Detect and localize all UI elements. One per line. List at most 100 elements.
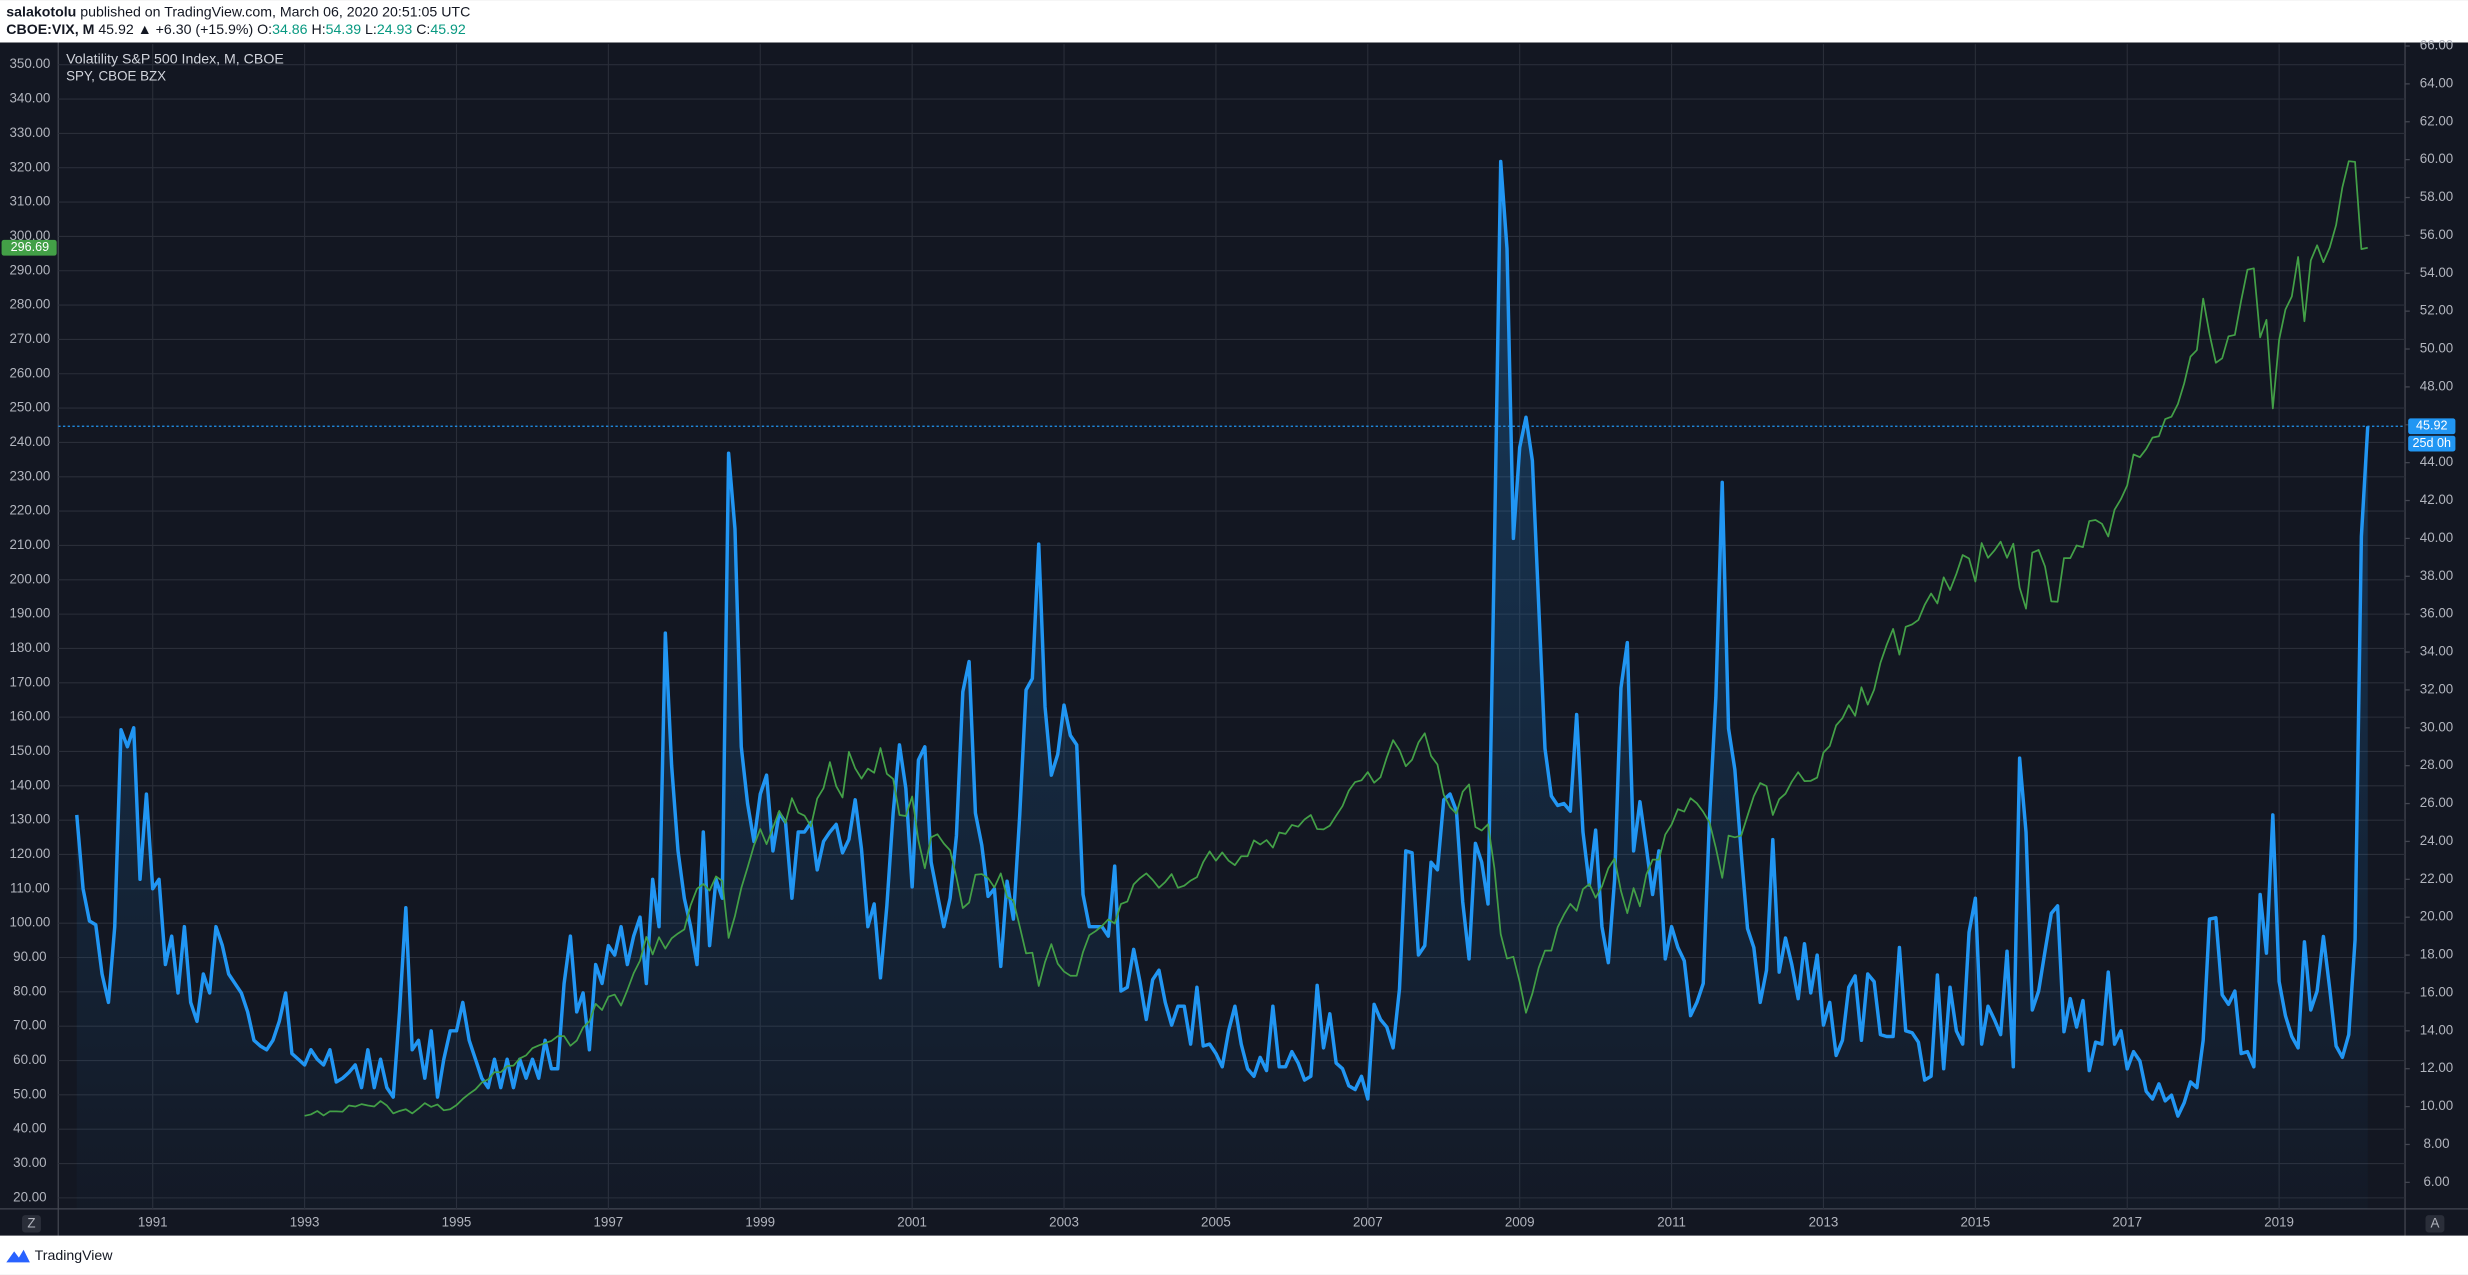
y-tick-label: 310.00 bbox=[9, 194, 50, 209]
y2-tick-label: 32.00 bbox=[2420, 681, 2453, 696]
y2-tick-label: 64.00 bbox=[2420, 75, 2453, 90]
y2-tick-label: 58.00 bbox=[2420, 189, 2453, 204]
line bbox=[75, 159, 2370, 1118]
y-tick-label: 100.00 bbox=[9, 915, 50, 930]
y-tick-label: 80.00 bbox=[13, 983, 46, 998]
y-tick-label: 90.00 bbox=[13, 949, 46, 964]
legend-entry: Volatility S&P 500 Index, M, CBOE bbox=[66, 52, 284, 68]
brand-logo bbox=[6, 1249, 30, 1263]
x-tick-label: 1999 bbox=[745, 1215, 775, 1230]
y-tick-label: 180.00 bbox=[9, 640, 50, 655]
y-tick-label: 300.00 bbox=[9, 228, 50, 243]
close: 45.92 bbox=[430, 22, 466, 38]
y-tick-label: 60.00 bbox=[13, 1052, 46, 1067]
y2-tick-label: 16.00 bbox=[2420, 984, 2453, 999]
legend-entry: SPY, CBOE BZX bbox=[66, 69, 166, 84]
y-tick-label: 150.00 bbox=[9, 743, 50, 758]
y-tick-label: 40.00 bbox=[13, 1121, 46, 1136]
price-tag bbox=[2408, 418, 2456, 435]
y2-tick-label: 60.00 bbox=[2420, 151, 2453, 166]
y-tick-label: 190.00 bbox=[9, 606, 50, 621]
y2-tick-label: 34.00 bbox=[2420, 644, 2453, 659]
y-tick-label: 290.00 bbox=[9, 262, 50, 277]
button-z[interactable] bbox=[22, 1215, 41, 1233]
y-tick-label: 350.00 bbox=[9, 56, 50, 71]
y-tick-label: 340.00 bbox=[9, 91, 50, 106]
countdown-tag bbox=[2408, 435, 2456, 452]
y2-tick-label: 44.00 bbox=[2420, 454, 2453, 469]
y2-tick-label: 48.00 bbox=[2420, 378, 2453, 393]
low-label: L: bbox=[365, 22, 377, 38]
y2-tick-label: 30.00 bbox=[2420, 719, 2453, 734]
brand: TradingView bbox=[35, 1248, 114, 1264]
y-tick-label: 210.00 bbox=[9, 537, 50, 552]
x-tick-label: 1991 bbox=[138, 1215, 168, 1230]
y-tick-label: 200.00 bbox=[9, 571, 50, 586]
button-z-label[interactable]: Z bbox=[27, 1215, 35, 1230]
price-tag-label: 296.69 bbox=[11, 240, 49, 254]
low: 24.93 bbox=[377, 22, 413, 38]
y2-tick-label: 42.00 bbox=[2420, 492, 2453, 507]
y2-tick-label: 22.00 bbox=[2420, 871, 2453, 886]
button-a[interactable] bbox=[2425, 1215, 2445, 1233]
y-tick-label: 130.00 bbox=[9, 812, 50, 827]
y-tick-label: 230.00 bbox=[9, 468, 50, 483]
y-tick-label: 30.00 bbox=[13, 1155, 46, 1170]
y-tick-label: 120.00 bbox=[9, 846, 50, 861]
axes: 20.00 30.00 40.00 50.00 60.00 70.00 80.00 90.00… bbox=[1, 38, 2456, 1230]
y2-tick-label: 54.00 bbox=[2420, 265, 2453, 280]
y-tick-label: 170.00 bbox=[9, 674, 50, 689]
y-tick-label: 140.00 bbox=[9, 777, 50, 792]
y2-tick-label: 8.00 bbox=[2424, 1136, 2450, 1151]
published: published on TradingView.com, March 06, … bbox=[80, 4, 470, 20]
header-line: salakotolu published on TradingView.com,… bbox=[6, 4, 470, 20]
y2-tick-label: 14.00 bbox=[2420, 1022, 2453, 1037]
open-label: O: bbox=[257, 22, 272, 38]
open: 34.86 bbox=[272, 22, 308, 38]
x-tick-label: 2017 bbox=[2112, 1215, 2142, 1230]
high: 54.39 bbox=[326, 22, 362, 38]
x-tick-label: 1993 bbox=[290, 1215, 320, 1230]
y2-tick-label: 12.00 bbox=[2420, 1060, 2453, 1075]
y-tick-label: 270.00 bbox=[9, 331, 50, 346]
x-tick-label: 1997 bbox=[594, 1215, 624, 1230]
close-label: C: bbox=[416, 22, 430, 38]
price-tag bbox=[1, 239, 57, 256]
y2-tick-label: 36.00 bbox=[2420, 606, 2453, 621]
y-tick-label: 330.00 bbox=[9, 125, 50, 140]
button-a-label[interactable]: A bbox=[2430, 1215, 2439, 1230]
y2-tick-label: 28.00 bbox=[2420, 757, 2453, 772]
symbol: CBOE:VIX, M bbox=[6, 22, 94, 38]
y2-tick-label: 50.00 bbox=[2420, 341, 2453, 356]
y-tick-label: 160.00 bbox=[9, 709, 50, 724]
change: ▲ +6.30 (+15.9%) bbox=[138, 22, 254, 38]
status-line: CBOE:VIX, M 45.92 ▲ +6.30 (+15.9%) O:34.… bbox=[6, 22, 466, 38]
x-tick-label: 2001 bbox=[897, 1215, 927, 1230]
countdown: 25d 0h bbox=[2413, 436, 2451, 450]
y2-tick-label: 40.00 bbox=[2420, 530, 2453, 545]
price-tag-label: 45.92 bbox=[2416, 419, 2447, 433]
x-tick-label: 2019 bbox=[2264, 1215, 2294, 1230]
series-layer bbox=[58, 159, 2406, 1209]
y-tick-label: 20.00 bbox=[13, 1189, 46, 1204]
y2-tick-label: 24.00 bbox=[2420, 833, 2453, 848]
y-tick-label: 280.00 bbox=[9, 297, 50, 312]
author: salakotolu bbox=[6, 4, 76, 20]
footer-bar bbox=[0, 1235, 2468, 1275]
y-tick-label: 220.00 bbox=[9, 503, 50, 518]
y-tick-label: 110.00 bbox=[10, 880, 50, 895]
y2-tick-label: 66.00 bbox=[2420, 38, 2453, 53]
x-tick-label: 2009 bbox=[1505, 1215, 1535, 1230]
y2-tick-label: 20.00 bbox=[2420, 909, 2453, 924]
y2-tick-label: 18.00 bbox=[2420, 947, 2453, 962]
y2-tick-label: 56.00 bbox=[2420, 227, 2453, 242]
x-tick-label: 2015 bbox=[1960, 1215, 1990, 1230]
y2-tick-label: 52.00 bbox=[2420, 303, 2453, 318]
y-tick-label: 50.00 bbox=[13, 1086, 46, 1101]
y-tick-label: 70.00 bbox=[13, 1018, 46, 1033]
y2-tick-label: 62.00 bbox=[2420, 113, 2453, 128]
y-tick-label: 240.00 bbox=[9, 434, 50, 449]
x-tick-label: 2005 bbox=[1201, 1215, 1231, 1230]
